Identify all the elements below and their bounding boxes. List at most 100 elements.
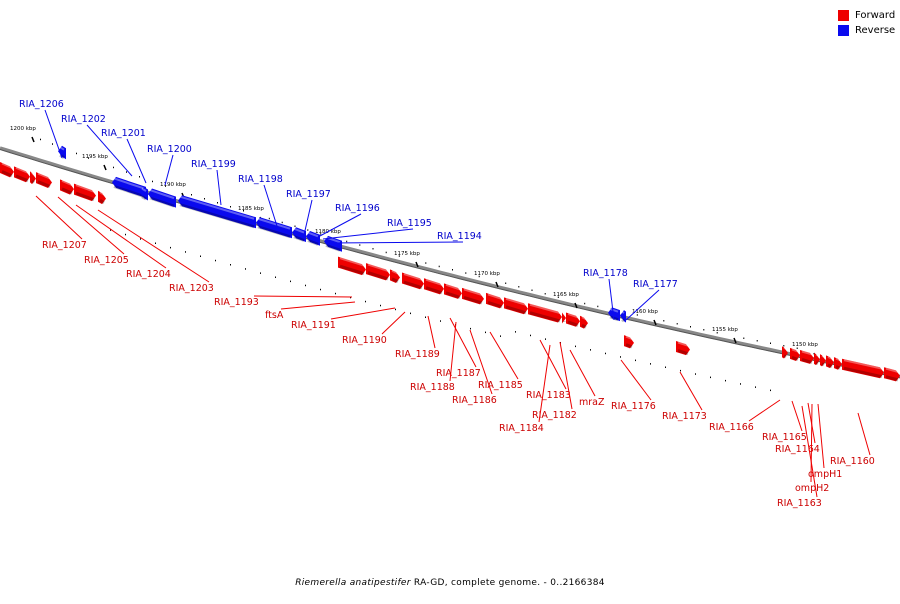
scale-major-tick <box>653 319 657 326</box>
forward-gene-shine <box>339 257 365 267</box>
inner-scale-tick <box>635 359 636 362</box>
forward-leader-line <box>810 403 813 483</box>
reverse-gene-label: RIA_1202 <box>61 114 106 125</box>
scale-minor-tick <box>307 229 309 231</box>
scale-minor-tick <box>88 157 89 159</box>
caption-species: Riemerella anatipestifer <box>295 578 411 588</box>
reverse-leader-line <box>329 241 464 244</box>
forward-gene <box>486 292 504 309</box>
forward-leader-line <box>791 400 803 432</box>
scale-minor-tick <box>518 286 520 288</box>
forward-gene-label: RIA_1182 <box>532 410 577 421</box>
forward-gene-shade <box>801 358 813 364</box>
scale-minor-tick <box>294 225 296 227</box>
forward-gene-label: RIA_1204 <box>126 269 171 280</box>
scale-minor-tick <box>743 337 745 339</box>
scale-minor-tick <box>557 296 559 298</box>
reverse-gene <box>324 235 342 252</box>
inner-scale-tick <box>350 296 351 299</box>
forward-gene-shine <box>367 263 389 272</box>
forward-leader-line <box>57 196 125 255</box>
reverse-gene-shine <box>293 227 305 234</box>
reverse-gene-shade <box>149 196 175 208</box>
inner-scale-tick <box>185 251 186 253</box>
inner-scale-tick <box>395 308 396 311</box>
scale-tick-label: 1195 kbp <box>82 154 108 160</box>
scale-major-tick <box>495 281 499 288</box>
inner-scale-tick <box>725 379 726 382</box>
scale-minor-tick <box>796 347 798 349</box>
map-caption: Riemerella anatipestifer RA-GD, complete… <box>0 578 900 588</box>
reverse-leader-line <box>263 184 278 227</box>
forward-gene-label: RIA_1176 <box>611 401 656 412</box>
forward-gene-shade <box>791 355 799 361</box>
forward-gene-shine <box>677 341 689 347</box>
reverse-gene <box>608 307 620 322</box>
forward-gene <box>800 350 814 364</box>
reverse-gene-label: RIA_1197 <box>286 189 331 200</box>
forward-gene-label: RIA_1165 <box>762 432 807 443</box>
forward-gene-shade <box>403 280 423 290</box>
inner-scale-tick <box>530 334 531 337</box>
scale-minor-tick <box>359 244 361 246</box>
scale-minor-tick <box>478 275 480 278</box>
reverse-gene-shade <box>621 318 625 323</box>
inner-scale-tick <box>620 356 621 358</box>
scale-minor-tick <box>783 345 785 347</box>
forward-gene-shade <box>487 300 503 309</box>
forward-gene-label: RIA_1187 <box>436 368 481 379</box>
forward-gene-shade <box>1 170 13 178</box>
inner-scale-tick <box>155 242 156 244</box>
scale-minor-tick <box>690 326 691 328</box>
scale-minor-tick <box>372 248 374 250</box>
forward-gene <box>528 303 562 323</box>
forward-leader-line <box>469 329 493 395</box>
forward-gene <box>14 166 30 183</box>
inner-scale-tick <box>590 349 591 351</box>
reverse-leader-line <box>44 109 63 159</box>
forward-gene-label: RIA_1183 <box>526 390 571 401</box>
inner-scale-tick <box>140 238 141 240</box>
reverse-leader-line <box>86 124 133 177</box>
scale-minor-tick <box>76 152 77 155</box>
reverse-gene-label: RIA_1198 <box>238 174 283 185</box>
scale-minor-tick <box>52 143 53 145</box>
reverse-gene-label: RIA_1178 <box>583 268 628 279</box>
forward-gene-shade <box>30 179 36 184</box>
scale-minor-tick <box>268 217 270 220</box>
forward-gene <box>390 269 400 283</box>
forward-gene-shine <box>391 269 399 275</box>
reverse-gene-label: RIA_1199 <box>191 159 236 170</box>
inner-scale-tick <box>770 389 771 392</box>
forward-leader-line <box>75 204 167 269</box>
forward-gene-label: RIA_1185 <box>478 380 523 391</box>
legend-forward-label: Forward <box>855 10 896 21</box>
forward-gene-label: ompH2 <box>795 483 829 494</box>
inner-scale-tick <box>245 268 246 270</box>
forward-gene <box>624 335 634 349</box>
forward-gene-label: RIA_1186 <box>452 395 497 406</box>
inner-scale-tick <box>425 316 426 318</box>
scale-minor-tick <box>281 221 283 224</box>
forward-gene-shade <box>815 361 819 365</box>
forward-gene-shine <box>581 316 587 321</box>
scale-minor-tick <box>152 180 153 183</box>
forward-gene <box>676 340 690 356</box>
forward-gene-shade <box>425 286 443 295</box>
scale-major-tick <box>31 136 35 143</box>
forward-gene-shine <box>31 172 35 176</box>
inner-scale-tick <box>125 233 126 236</box>
forward-leader-line <box>97 209 210 283</box>
scale-tick-label: 1185 kbp <box>238 206 264 212</box>
scale-tick-label: 1160 kbp <box>632 309 658 315</box>
reverse-leader-line <box>164 154 174 186</box>
forward-gene-shade <box>843 366 883 379</box>
forward-leader-line <box>857 412 871 456</box>
forward-gene-label: RIA_1193 <box>214 297 259 308</box>
scale-minor-tick <box>243 210 244 212</box>
inner-scale-tick <box>290 280 291 283</box>
forward-leader-line <box>569 349 596 397</box>
scale-minor-tick <box>165 185 166 187</box>
forward-gene-shine <box>783 346 787 350</box>
